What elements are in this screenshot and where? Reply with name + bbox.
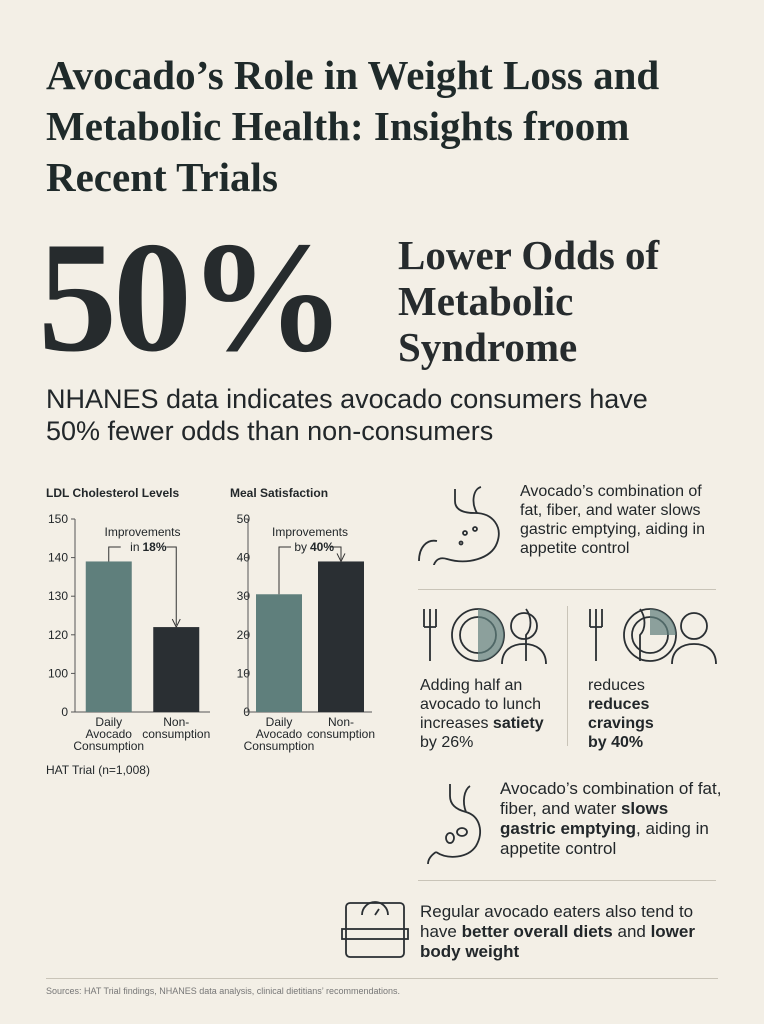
panel-segment: and [612,922,651,941]
divider [418,880,716,881]
panel-segment: Avocado’s combination of fat, fiber, and… [520,483,705,557]
panel-segment: reduces cravings [588,696,654,732]
divider [418,589,716,590]
y-tick-label: 0 [61,705,68,719]
panel-segment: satiety [492,715,544,732]
annotation: Improvements [272,525,348,539]
y-tick-label: 40 [237,551,251,565]
stat-value: 50% [38,210,346,385]
y-tick-label: 130 [48,589,68,603]
bar [256,594,302,712]
panel-segment: Adding half an avocado to lunch increase… [420,677,541,732]
panel-segment: Regular avocado eaters also tend to have [420,902,694,941]
y-tick-label: 120 [48,628,68,642]
panel-segment: Avocado’s combination of fat, fiber, and… [500,779,722,818]
chart-title: LDL Cholesterol Levels [46,486,179,500]
y-tick-label: 50 [237,512,251,526]
sources: Sources: HAT Trial findings, NHANES data… [46,986,400,996]
summary: NHANES data indicates avocado consumers … [46,384,648,446]
bar [318,561,364,712]
y-tick-label: 10 [237,666,251,680]
charts: LDL Cholesterol Levels 0 100 120 130 140 150 Da… [46,486,375,777]
person-icon [671,612,717,665]
scale-icon [341,901,409,958]
x-tick-label: Daily Avocado Consumption [244,715,315,753]
title: Avocado’s Role in Weight Loss and Metabo… [46,52,660,200]
bar [153,627,200,712]
divider [567,606,568,746]
arrow-head [336,553,346,563]
panel-segment: , aiding in appetite control [500,819,709,858]
y-tick-label: 140 [48,551,68,565]
annotation: in [130,540,139,554]
annotation: 40% [310,540,334,554]
panel-text: Avocado’s combination of fat, fiber, and… [520,482,720,558]
arrow-head [171,618,181,629]
y-tick-label: 20 [237,628,251,642]
panel-segment: slows gastric emptying [500,799,669,838]
panel-text: Avocado’s combination of fat, fiber, and… [500,779,725,859]
annotation: by [294,540,307,554]
plate-ring-icon [623,608,677,662]
panel-text: Adding half an avocado to lunch increase… [420,676,560,752]
x-tick-label: Daily Avocado Consumption [73,715,144,753]
panel-segment: better overall diets [461,922,613,941]
bar [85,561,132,712]
chart-note: HAT Trial (n=1,008) [46,763,150,777]
stomach-icon [418,486,500,565]
y-tick-label: 30 [237,589,251,603]
annotation: Improvements [104,525,180,539]
plate-icon [423,608,532,662]
panel-segment: reduces [588,677,645,694]
panel-text: Regular avocado eaters also tend to have… [420,902,720,962]
stat-label: Lower Odds of Metabolic Syndrome [398,232,660,370]
annotation: 18% [143,540,167,554]
chart-title: Meal Satisfaction [230,486,328,500]
x-tick-label: Non-consumption [307,715,375,741]
annotation-line [278,546,342,595]
person-icon [501,612,547,665]
stomach-icon [427,784,481,865]
y-tick-label: 100 [48,666,68,680]
panel-segment: by 26% [420,734,474,751]
divider [46,978,718,979]
panel-segment: lower body weight [420,922,695,961]
annotation-line [108,546,177,626]
panel-segment: by 40% [588,734,644,751]
x-tick-label: Non-consumption [142,715,210,741]
panel-text: reduces reduces cravings by 40% [588,676,668,752]
y-tick-label: 150 [48,512,68,526]
plate-icon [589,608,646,661]
